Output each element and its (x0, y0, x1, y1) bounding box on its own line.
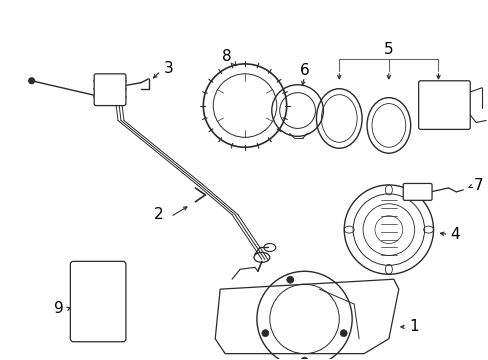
Polygon shape (215, 279, 398, 354)
Circle shape (29, 78, 35, 84)
Text: 2: 2 (154, 207, 163, 222)
FancyBboxPatch shape (418, 81, 469, 129)
Text: 5: 5 (383, 41, 393, 57)
FancyBboxPatch shape (70, 261, 126, 342)
Text: 9: 9 (54, 301, 63, 316)
FancyBboxPatch shape (94, 74, 126, 105)
Circle shape (340, 330, 346, 337)
Circle shape (262, 330, 268, 337)
Text: 8: 8 (222, 49, 231, 64)
Text: 1: 1 (408, 319, 418, 334)
Text: 6: 6 (299, 63, 309, 78)
Text: 3: 3 (163, 61, 173, 76)
FancyBboxPatch shape (403, 184, 431, 201)
Text: 4: 4 (449, 227, 459, 242)
Circle shape (301, 357, 307, 360)
Text: 7: 7 (472, 179, 482, 193)
Circle shape (286, 276, 293, 283)
